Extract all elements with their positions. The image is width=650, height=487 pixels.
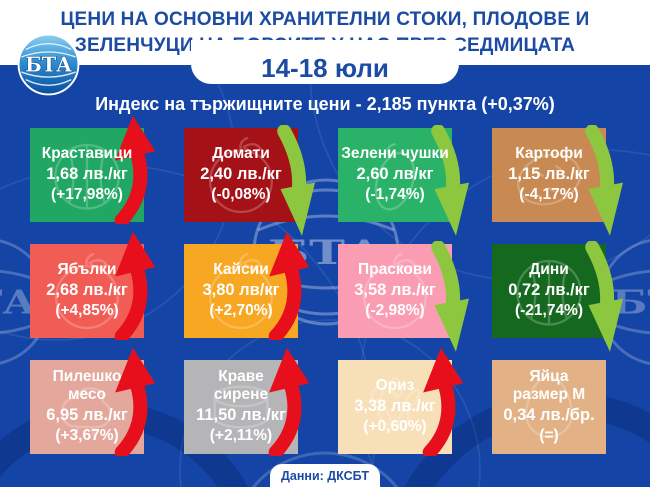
product-price: 2,68 лв./кг bbox=[46, 281, 128, 300]
product-change: (+2,70%) bbox=[209, 302, 273, 320]
product-change: (-4,17%) bbox=[519, 186, 579, 204]
down-trend-arrow-icon bbox=[277, 125, 315, 236]
down-trend-arrow-icon bbox=[431, 241, 469, 352]
card-apricots: Кайсии 3,80 лв/кг (+2,70%) bbox=[184, 231, 310, 340]
bta-globe-icon: БТА bbox=[17, 33, 80, 96]
source-label: Данни: ДКСБТ bbox=[281, 468, 369, 483]
product-change: (-1,74%) bbox=[365, 186, 425, 204]
up-trend-arrow-icon bbox=[114, 347, 156, 456]
card-chicken-meat: Пилешко месо 6,95 лв./кг (+3,67%) bbox=[30, 347, 156, 456]
card-tomatoes: Домати 2,40 лв./кг (-0,08%) bbox=[184, 125, 315, 236]
product-change: (+3,67%) bbox=[55, 427, 119, 445]
card-peaches: Праскови 3,58 лв./кг (-2,98%) bbox=[338, 241, 469, 352]
up-trend-arrow-icon bbox=[114, 115, 156, 224]
date-badge: 14-18 юли bbox=[191, 40, 459, 84]
up-trend-arrow-icon bbox=[268, 347, 310, 456]
up-trend-arrow-icon bbox=[268, 231, 310, 340]
date-badge-label: 14-18 юли bbox=[261, 53, 389, 83]
price-grid: Краставици 1,68 лв./кг (+17,98%) Домати 2,4… bbox=[30, 115, 623, 456]
card-eggs: Яйца размер М 0,34 лв./бр. (=) bbox=[492, 360, 606, 454]
card-watermelons: Дини 0,72 лв./кг (-21,74%) bbox=[492, 241, 623, 352]
up-trend-arrow-icon bbox=[422, 347, 464, 456]
product-price: 2,60 лв/кг bbox=[356, 165, 434, 184]
card-rice: Ориз 3,38 лв./кг (+0,60%) bbox=[338, 347, 464, 456]
card-green-peppers: Зелени чушки 2,60 лв/кг (-1,74%) bbox=[338, 125, 469, 236]
product-price: 3,58 лв./кг bbox=[354, 281, 436, 300]
product-name: Краве сирене bbox=[213, 368, 269, 404]
bta-logo-text: БТА bbox=[25, 51, 72, 76]
product-name: Праскови bbox=[358, 261, 432, 279]
product-name: Яйца размер М bbox=[512, 368, 586, 404]
product-name: Дини bbox=[529, 261, 569, 279]
product-change: (+17,98%) bbox=[51, 186, 123, 204]
product-price: 0,72 лв./кг bbox=[508, 281, 590, 300]
product-name: Ориз bbox=[375, 377, 415, 395]
product-change: (-2,98%) bbox=[365, 302, 425, 320]
product-name: Домати bbox=[212, 145, 270, 163]
product-price: 1,68 лв./кг bbox=[46, 165, 128, 184]
card-cucumbers: Краставици 1,68 лв./кг (+17,98%) bbox=[30, 115, 156, 224]
bta-logo: БТА bbox=[17, 33, 80, 96]
down-trend-arrow-icon bbox=[585, 125, 623, 236]
product-price: 3,80 лв/кг bbox=[202, 281, 280, 300]
product-name: Пилешко месо bbox=[52, 368, 122, 404]
card-apples: Ябълки 2,68 лв./кг (+4,85%) bbox=[30, 231, 156, 340]
product-change: (-0,08%) bbox=[211, 186, 271, 204]
product-change: (+0,60%) bbox=[363, 418, 427, 436]
product-change: (+2,11%) bbox=[209, 427, 273, 445]
card-potatoes: Картофи 1,15 лв./кг (-4,17%) bbox=[492, 125, 623, 236]
product-price: 0,34 лв./бр. bbox=[503, 405, 595, 424]
card-cow-cheese: Краве сирене 11,50 лв./кг (+2,11%) bbox=[184, 347, 310, 456]
product-change: (+4,85%) bbox=[55, 302, 119, 320]
product-price: 2,40 лв./кг bbox=[200, 165, 282, 184]
product-name: Картофи bbox=[515, 145, 583, 163]
down-trend-arrow-icon bbox=[431, 125, 469, 236]
product-change: (=) bbox=[539, 427, 559, 445]
product-price: 11,50 лв./кг bbox=[196, 405, 286, 424]
product-price: 1,15 лв./кг bbox=[508, 165, 590, 184]
product-name: Краставици bbox=[41, 145, 133, 163]
product-name: Кайсии bbox=[213, 261, 269, 279]
product-name: Зелени чушки bbox=[341, 145, 449, 163]
up-trend-arrow-icon bbox=[114, 231, 156, 340]
product-price: 3,38 лв./кг bbox=[354, 397, 436, 416]
product-name: Ябълки bbox=[57, 261, 117, 279]
page-title-line1: ЦЕНИ НА ОСНОВНИ ХРАНИТЕЛНИ СТОКИ, ПЛОДОВ… bbox=[60, 9, 590, 30]
down-trend-arrow-icon bbox=[585, 241, 623, 352]
product-change: (-21,74%) bbox=[514, 302, 584, 320]
source-badge: Данни: ДКСБТ bbox=[270, 464, 380, 487]
index-line: Индекс на тържищните цени - 2,185 пункта… bbox=[95, 94, 555, 114]
product-price: 6,95 лв./кг bbox=[46, 405, 128, 424]
